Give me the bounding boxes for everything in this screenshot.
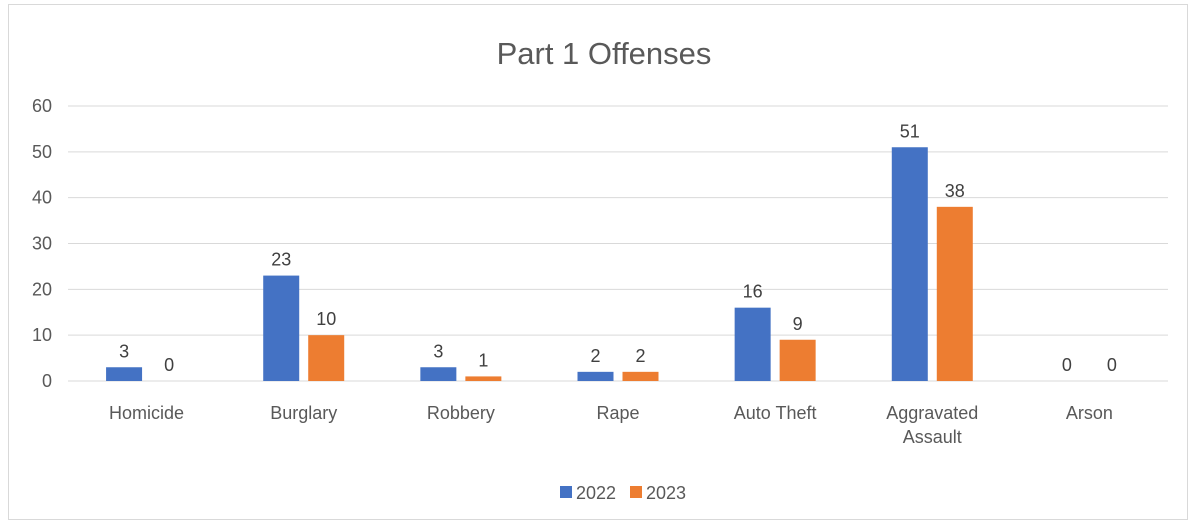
- chart-title: Part 1 Offenses: [497, 36, 712, 71]
- x-axis: Homicide Burglary Robbery Rape Auto Theft Agg…: [109, 403, 1113, 447]
- legend: 2022 2023: [560, 483, 686, 503]
- gridlines: [68, 105, 1168, 382]
- data-label-2023-2: 1: [478, 350, 488, 370]
- data-label-2023-0: 0: [164, 355, 174, 375]
- data-label-2023-4: 9: [793, 314, 803, 334]
- bar-2022-1: [263, 275, 300, 381]
- y-tick-label-40: 40: [32, 188, 52, 208]
- bars: [106, 147, 973, 381]
- data-labels: 3 23 3 2 16 51 0 0 10 1 2 9 38 0: [119, 121, 1117, 375]
- data-label-2022-6: 0: [1062, 355, 1072, 375]
- x-tick-label-5-line1: Assault: [903, 427, 962, 447]
- data-label-2023-6: 0: [1107, 355, 1117, 375]
- data-label-2022-2: 3: [433, 341, 443, 361]
- x-tick-label-5: Aggravated: [886, 403, 978, 423]
- y-tick-label-10: 10: [32, 325, 52, 345]
- bar-2022-2: [420, 367, 457, 381]
- chart-frame: [8, 4, 1188, 520]
- x-tick-label-3: Rape: [596, 403, 639, 423]
- bar-2022-0: [106, 367, 143, 381]
- x-tick-label-2: Robbery: [427, 403, 495, 423]
- legend-label-2022: 2022: [576, 483, 616, 503]
- data-label-2022-1: 23: [271, 250, 291, 270]
- bar-2023-4: [779, 339, 816, 381]
- bar-2022-5: [891, 147, 928, 381]
- x-tick-label-6: Arson: [1066, 403, 1113, 423]
- bar-2023-1: [308, 335, 345, 381]
- y-tick-label-30: 30: [32, 234, 52, 254]
- y-tick-label-0: 0: [42, 371, 52, 391]
- data-label-2023-5: 38: [945, 181, 965, 201]
- legend-swatch-2022: [560, 486, 572, 498]
- bar-2023-5: [936, 206, 973, 381]
- data-label-2022-0: 3: [119, 341, 129, 361]
- data-label-2022-4: 16: [743, 282, 763, 302]
- data-label-2023-3: 2: [635, 346, 645, 366]
- legend-label-2023: 2023: [646, 483, 686, 503]
- data-label-2022-5: 51: [900, 121, 920, 141]
- y-tick-label-20: 20: [32, 279, 52, 299]
- bar-2022-3: [577, 371, 614, 381]
- y-axis: 0 10 20 30 40 50 60: [32, 96, 52, 391]
- x-tick-label-1: Burglary: [270, 403, 337, 423]
- data-label-2023-1: 10: [316, 309, 336, 329]
- bar-2022-4: [734, 307, 771, 381]
- y-tick-label-50: 50: [32, 142, 52, 162]
- data-label-2022-3: 2: [590, 346, 600, 366]
- x-tick-label-4: Auto Theft: [734, 403, 817, 423]
- x-tick-label-0: Homicide: [109, 403, 184, 423]
- legend-swatch-2023: [630, 486, 642, 498]
- y-tick-label-60: 60: [32, 96, 52, 116]
- bar-2023-3: [622, 371, 659, 381]
- bar-2023-2: [465, 376, 502, 381]
